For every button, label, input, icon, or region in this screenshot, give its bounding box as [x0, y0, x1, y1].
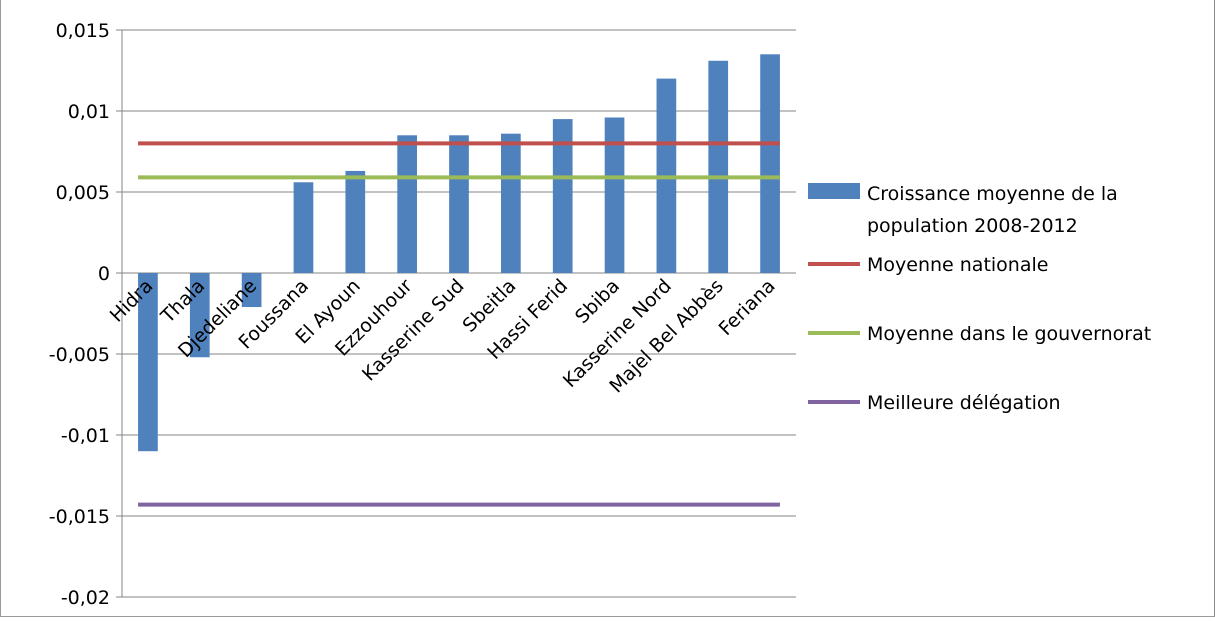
bar — [500, 133, 521, 273]
bar — [138, 273, 158, 452]
bar — [397, 135, 418, 273]
legend-label-bar-line2: population 2008-2012 — [867, 215, 1078, 237]
bar — [189, 273, 210, 358]
bar — [708, 60, 729, 273]
bar — [345, 170, 366, 273]
y-tick-label: -0,005 — [49, 344, 110, 366]
y-tick-label: -0,015 — [49, 506, 110, 528]
bar — [552, 119, 573, 273]
bar — [241, 273, 262, 308]
y-tick-label: -0,02 — [61, 587, 110, 609]
legend: Croissance moyenne de la population 2008… — [808, 183, 1151, 414]
legend-label-meilleure: Meilleure délégation — [867, 392, 1061, 414]
legend-label-national: Moyenne nationale — [867, 254, 1048, 276]
y-tick-label: -0,01 — [61, 425, 110, 447]
legend-label-bar-line1: Croissance moyenne de la — [867, 183, 1118, 205]
bar — [449, 135, 469, 273]
bars-group — [138, 54, 780, 452]
x-tick-label: Feriana — [715, 275, 780, 340]
bar — [293, 182, 314, 273]
legend-label-gouvernorat: Moyenne dans le gouvernorat — [867, 323, 1151, 345]
reference-lines — [138, 141, 780, 507]
bar — [760, 54, 780, 273]
y-axis: 0,015 0,01 0,005 0 -0,005 -0,01 -0,015 -0,02 — [49, 20, 123, 609]
y-tick-label: 0,01 — [68, 101, 110, 123]
y-tick-label: 0,015 — [56, 20, 110, 42]
y-tick-label: 0 — [98, 263, 110, 285]
legend-swatch-bar — [808, 183, 860, 199]
bar — [604, 117, 625, 273]
y-tick-label: 0,005 — [56, 182, 110, 204]
